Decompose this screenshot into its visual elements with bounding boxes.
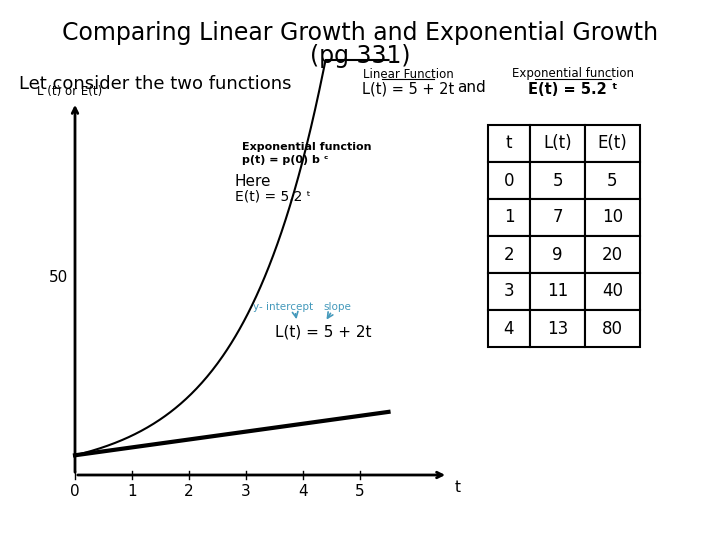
Text: Comparing Linear Growth and Exponential Growth: Comparing Linear Growth and Exponential … <box>62 21 658 45</box>
Bar <box>530 199 585 236</box>
Text: 4: 4 <box>298 483 308 498</box>
Text: 9: 9 <box>552 246 563 264</box>
Bar <box>530 125 585 162</box>
Text: E(t) = 5.2 ᵗ: E(t) = 5.2 ᵗ <box>528 82 618 97</box>
Text: L (t) or E(t): L (t) or E(t) <box>37 85 103 98</box>
Text: 80: 80 <box>602 320 623 338</box>
Bar <box>585 273 640 310</box>
Text: t: t <box>455 480 461 495</box>
Text: 3: 3 <box>241 483 251 498</box>
Text: L(t) = 5 + 2t: L(t) = 5 + 2t <box>275 325 372 340</box>
Text: E(t): E(t) <box>598 134 627 152</box>
Text: 2: 2 <box>504 246 514 264</box>
Text: (pg 331): (pg 331) <box>310 44 410 68</box>
Text: Let consider the two functions: Let consider the two functions <box>19 75 292 93</box>
Bar <box>488 236 530 273</box>
Text: 5: 5 <box>607 172 618 190</box>
Text: Exponential function: Exponential function <box>242 142 372 152</box>
Text: p(t) = p(0) b ᶜ: p(t) = p(0) b ᶜ <box>242 155 328 165</box>
Text: 3: 3 <box>504 282 514 300</box>
Bar <box>530 273 585 310</box>
Text: Here: Here <box>235 174 271 190</box>
Text: 2: 2 <box>184 483 194 498</box>
Bar <box>530 236 585 273</box>
Text: 5: 5 <box>355 483 365 498</box>
Text: L(t): L(t) <box>543 134 572 152</box>
Bar <box>488 125 530 162</box>
Bar <box>585 310 640 347</box>
Bar <box>488 162 530 199</box>
Bar <box>488 273 530 310</box>
Text: 11: 11 <box>547 282 568 300</box>
Bar <box>488 199 530 236</box>
Bar <box>530 162 585 199</box>
Text: L(t) = 5 + 2t: L(t) = 5 + 2t <box>362 82 454 97</box>
Text: 13: 13 <box>547 320 568 338</box>
Text: y- intercept: y- intercept <box>253 302 313 312</box>
Text: 1: 1 <box>504 208 514 226</box>
Text: and: and <box>458 79 487 94</box>
Text: 20: 20 <box>602 246 623 264</box>
Bar <box>585 162 640 199</box>
Bar <box>585 199 640 236</box>
Text: 7: 7 <box>552 208 563 226</box>
Text: 10: 10 <box>602 208 623 226</box>
Text: 5: 5 <box>552 172 563 190</box>
Text: slope: slope <box>323 302 351 312</box>
Bar <box>530 310 585 347</box>
Bar <box>585 125 640 162</box>
Text: 1: 1 <box>127 483 137 498</box>
Text: 0: 0 <box>504 172 514 190</box>
Text: E(t) = 5.2 ᵗ: E(t) = 5.2 ᵗ <box>235 189 311 203</box>
Bar <box>488 310 530 347</box>
Text: 50: 50 <box>50 271 68 285</box>
Text: Exponential function: Exponential function <box>512 68 634 80</box>
Bar <box>585 236 640 273</box>
Text: 4: 4 <box>504 320 514 338</box>
Text: t: t <box>505 134 512 152</box>
Text: Linear Function: Linear Function <box>363 68 454 80</box>
Text: 0: 0 <box>70 483 80 498</box>
Text: 40: 40 <box>602 282 623 300</box>
